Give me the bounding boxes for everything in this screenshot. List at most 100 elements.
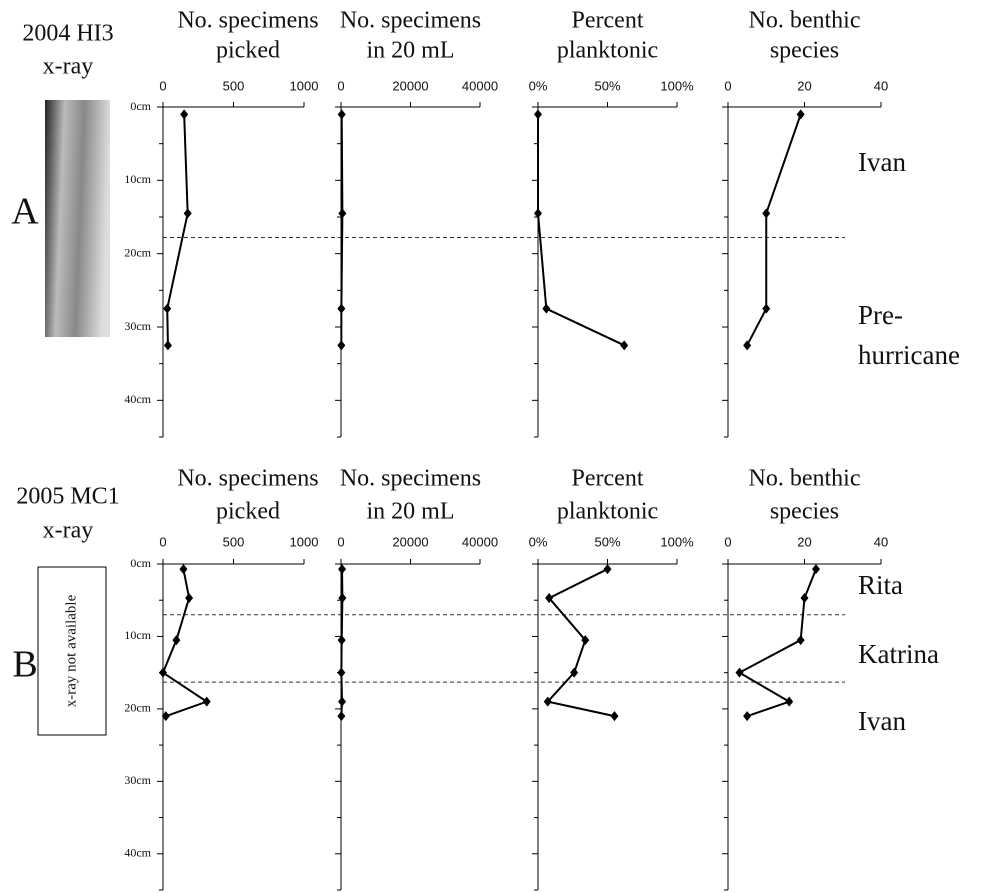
data-point: [762, 208, 771, 219]
data-point: [610, 711, 619, 722]
data-point: [796, 109, 805, 120]
data-point: [337, 109, 346, 120]
data-point: [338, 564, 347, 575]
data-point: [743, 711, 752, 722]
data-line: [545, 568, 615, 718]
x-tick-label: 0: [159, 534, 166, 549]
data-point: [570, 667, 579, 678]
y-tick-label: 0cm: [130, 556, 151, 570]
x-tick-label: 0: [724, 78, 731, 93]
data-point: [785, 696, 794, 707]
data-point: [534, 208, 542, 219]
data-point: [337, 635, 346, 646]
x-tick-label: 20000: [392, 534, 428, 549]
annotation: Rita: [858, 570, 903, 600]
annotation: Pre-: [858, 300, 903, 330]
data-point: [338, 593, 347, 604]
x-tick-label: 0: [337, 78, 344, 93]
x-tick-label: 0: [724, 534, 731, 549]
subplot-title: No. benthic: [749, 466, 861, 492]
x-tick-label: 500: [223, 534, 245, 549]
data-line: [166, 114, 189, 346]
data-point: [183, 208, 192, 219]
y-tick-label: 10cm: [124, 172, 151, 186]
y-tick-label: 0cm: [130, 99, 151, 113]
subplot-title: Percent: [572, 8, 644, 34]
subplot-title: No. specimens: [177, 466, 318, 492]
data-point: [620, 340, 629, 351]
x-tick-label: 40000: [462, 534, 498, 549]
annotation: Ivan: [858, 706, 906, 736]
data-point: [581, 635, 590, 646]
panel-label: B: [12, 644, 37, 686]
data-point: [185, 593, 194, 604]
y-tick-label: 20cm: [124, 701, 151, 715]
data-point: [338, 696, 347, 707]
data-point: [735, 667, 744, 678]
y-tick-label: 40cm: [124, 392, 151, 406]
data-line: [737, 568, 817, 718]
x-tick-label: 50%: [594, 534, 620, 549]
panel-label: A: [11, 191, 39, 233]
subplot-title: No. specimens: [340, 8, 481, 34]
data-point: [337, 667, 346, 678]
data-point: [796, 635, 805, 646]
core-label: x-ray: [43, 518, 94, 544]
x-tick-label: 0: [337, 534, 344, 549]
subplot-title: No. benthic: [749, 8, 861, 34]
data-point: [603, 564, 612, 575]
subplot-title: picked: [216, 38, 280, 64]
data-line: [537, 114, 625, 347]
annotation: Ivan: [858, 147, 906, 177]
y-tick-label: 30cm: [124, 319, 151, 333]
data-point: [202, 696, 211, 707]
annotation: hurricane: [858, 340, 960, 370]
x-tick-label: 0%: [529, 534, 548, 549]
x-tick-label: 500: [223, 78, 245, 93]
core-label: 2004 HI3: [22, 21, 113, 47]
data-point: [545, 593, 554, 604]
data-point: [163, 303, 172, 314]
subplot-title: planktonic: [557, 38, 658, 64]
subplot-title: in 20 mL: [367, 499, 455, 525]
x-tick-label: 0: [159, 78, 166, 93]
data-point: [337, 303, 346, 314]
annotation: Katrina: [858, 639, 939, 669]
x-tick-label: 100%: [660, 534, 694, 549]
xray-image: [45, 100, 110, 337]
data-line: [161, 568, 209, 718]
data-point: [337, 340, 346, 351]
xray-placeholder: [37, 566, 107, 736]
x-tick-label: 40: [874, 78, 888, 93]
data-point: [811, 564, 820, 575]
data-line: [746, 114, 802, 346]
data-point: [159, 667, 167, 678]
data-point: [534, 109, 542, 120]
y-tick-label: 20cm: [124, 245, 151, 259]
y-tick-label: 30cm: [124, 773, 151, 787]
subplot-title: No. specimens: [177, 8, 318, 34]
subplot-title: species: [770, 38, 839, 64]
data-point: [172, 635, 181, 646]
x-tick-label: 20: [797, 78, 811, 93]
data-point: [543, 696, 552, 707]
data-point: [161, 711, 170, 722]
core-label: x-ray: [43, 54, 94, 80]
x-tick-label: 50%: [594, 78, 620, 93]
data-point: [163, 340, 172, 351]
subplot-title: No. specimens: [340, 466, 481, 492]
data-line: [340, 114, 344, 346]
data-point: [180, 109, 189, 120]
xray-note: x-ray not available: [63, 594, 79, 707]
data-point: [337, 711, 346, 722]
x-tick-label: 1000: [290, 78, 319, 93]
x-tick-label: 0%: [529, 78, 548, 93]
y-tick-label: 10cm: [124, 628, 151, 642]
x-tick-label: 20: [797, 534, 811, 549]
data-point: [179, 564, 188, 575]
data-point: [338, 208, 347, 219]
y-tick-label: 40cm: [124, 846, 151, 860]
subplot-title: in 20 mL: [367, 38, 455, 64]
data-point: [542, 303, 551, 314]
